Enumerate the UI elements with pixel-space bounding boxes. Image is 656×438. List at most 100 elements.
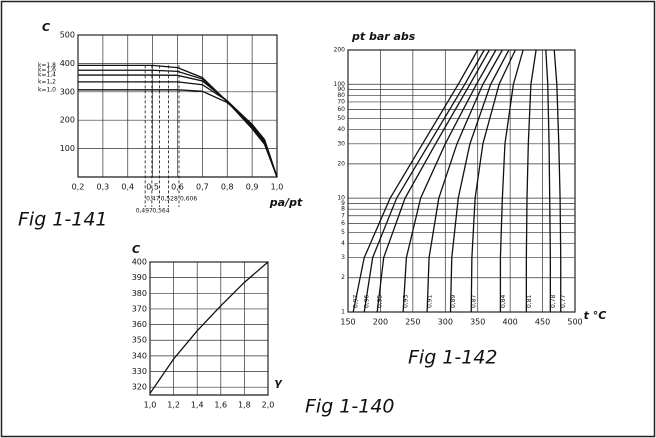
curve-label: 0,84: [500, 294, 507, 308]
y-tick-label: 30: [337, 140, 345, 147]
curve: [78, 74, 278, 178]
y-tick-label: 20: [337, 160, 345, 167]
y-tick-label: 8: [341, 206, 345, 213]
y-tick-label: 40: [337, 126, 345, 133]
curve-label: 0,93: [403, 294, 410, 308]
curve-label: 0,77: [560, 294, 567, 308]
y-tick-label: 4: [341, 240, 345, 247]
x-tick-label: 1,0: [271, 183, 284, 192]
y-tick-label: 3: [341, 254, 345, 261]
curve: [499, 49, 524, 312]
curve: [426, 49, 503, 313]
x-axis-title: pa/pt: [269, 196, 303, 209]
curve: [363, 49, 485, 313]
figure-caption: Fig 1-141: [18, 209, 108, 231]
y-tick-label: 2: [341, 274, 345, 281]
curve: [78, 69, 278, 178]
x-tick-label: 0,5: [146, 183, 159, 192]
figure-caption: Fig 1-142: [408, 347, 498, 369]
curve: [553, 49, 562, 312]
curve: [376, 49, 490, 313]
curve-label: 0,96: [364, 294, 371, 308]
x-tick-label: 0,6: [171, 183, 184, 192]
y-tick-label: 6: [341, 220, 345, 227]
curve: [352, 49, 479, 313]
x-tick-label: 0,3: [97, 183, 110, 192]
x-tick-label: 1,2: [167, 401, 180, 410]
y-tick-label: 100: [334, 81, 346, 88]
x-axis-title: t °C: [584, 309, 607, 322]
y-tick-label: 7: [341, 212, 345, 219]
curve: [149, 261, 269, 394]
x-tick-label: 1,8: [238, 401, 251, 410]
y-tick-label: 400: [60, 59, 75, 68]
x-tick-label: 0,8: [221, 183, 234, 192]
curve-label: 0,97: [353, 294, 360, 308]
critical-ratio-label: 0,606: [180, 196, 197, 203]
curve-label: k=1,0: [38, 86, 56, 93]
y-tick-label: 10: [337, 195, 345, 202]
y-tick-label: 380: [132, 289, 147, 298]
y-axis-title: pt bar abs: [351, 30, 416, 43]
y-tick-label: 330: [132, 367, 147, 376]
curve-label: 0,87: [471, 294, 478, 308]
x-tick-label: 300: [438, 318, 453, 327]
y-tick-label: 500: [60, 31, 75, 40]
curve-label: 0,81: [526, 294, 533, 308]
x-tick-label: 400: [503, 318, 518, 327]
curve: [525, 49, 537, 312]
x-tick-label: 350: [470, 318, 485, 327]
x-tick-label: 200: [373, 318, 388, 327]
y-tick-label: 9: [341, 200, 345, 207]
y-tick-label: 390: [132, 273, 147, 282]
y-tick-label: 50: [337, 115, 345, 122]
y-tick-label: 100: [60, 144, 75, 153]
y-tick-label: 70: [337, 98, 345, 105]
x-tick-label: 1,6: [214, 401, 227, 410]
curve: [78, 89, 278, 178]
y-tick-label: 370: [132, 304, 147, 313]
x-tick-label: 0,9: [246, 183, 259, 192]
curve-label: 0,78: [550, 294, 557, 308]
x-tick-label: 500: [567, 318, 582, 327]
x-tick-label: 2,0: [262, 401, 275, 410]
x-tick-label: 150: [340, 318, 355, 327]
x-axis-title: γ: [274, 376, 283, 389]
y-tick-label: 200: [60, 116, 75, 125]
curve-label: k=1,2: [38, 78, 56, 85]
x-tick-label: 250: [405, 318, 420, 327]
critical-ratio-label: 0,564: [152, 208, 169, 215]
critical-ratio-label: 0,497: [136, 208, 153, 215]
critical-ratio-label: 0,47: [146, 196, 160, 203]
curve-label: k=1,4: [38, 72, 56, 79]
y-tick-label: 320: [132, 383, 147, 392]
x-tick-label: 450: [535, 318, 550, 327]
curve-label: 0,89: [450, 294, 457, 308]
curve: [470, 49, 516, 313]
curve-label: k=1,8: [38, 62, 56, 69]
y-tick-label: 400: [132, 258, 147, 267]
y-tick-label: 5: [341, 229, 345, 236]
x-tick-label: 1,4: [191, 401, 204, 410]
critical-ratio-label: 0,528: [161, 196, 178, 203]
y-tick-label: 340: [132, 351, 147, 360]
curve-label: 0,95: [377, 294, 384, 308]
curve: [449, 49, 510, 313]
y-tick-label: 350: [132, 336, 147, 345]
y-tick-label: 90: [337, 86, 345, 93]
y-axis-title: C: [42, 21, 50, 34]
x-tick-label: 0,7: [196, 183, 209, 192]
curve: [78, 64, 278, 178]
curve: [545, 49, 552, 312]
x-tick-label: 0,4: [121, 183, 134, 192]
x-tick-label: 1,0: [144, 401, 157, 410]
y-tick-label: 60: [337, 106, 345, 113]
y-tick-label: 360: [132, 320, 147, 329]
y-tick-label: 80: [337, 92, 345, 99]
y-tick-label: 300: [60, 87, 75, 96]
curve-label: k=1,6: [38, 67, 56, 74]
curve: [402, 49, 497, 313]
curve-label: 0,91: [427, 294, 434, 308]
